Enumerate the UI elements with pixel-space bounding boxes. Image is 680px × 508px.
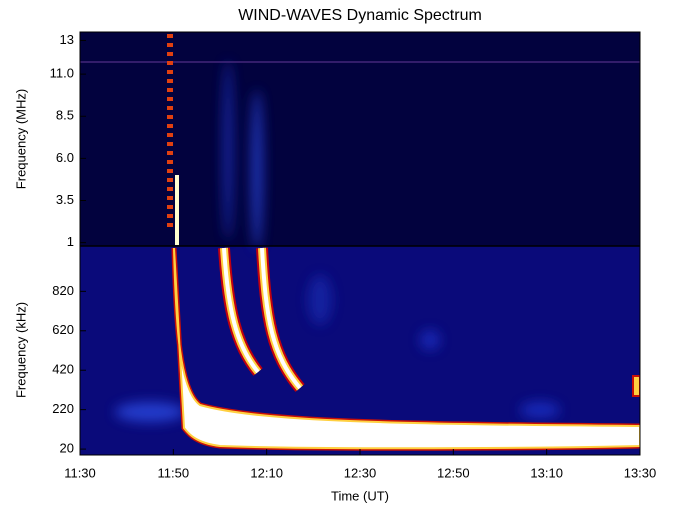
y-axis-label: Frequency (kHz) (13, 302, 28, 398)
y-tick-label: 13 (60, 32, 74, 47)
chart-title: WIND-WAVES Dynamic Spectrum (238, 7, 482, 24)
y-tick-label: 1 (67, 234, 74, 249)
x-tick-label: 12:10 (250, 465, 283, 480)
y-tick-label: 11.0 (50, 66, 74, 81)
y-tick-label: 820 (52, 283, 74, 298)
x-tick-label: 12:30 (344, 465, 377, 480)
x-axis-label: Time (UT) (331, 488, 389, 503)
x-tick-label: 12:50 (437, 465, 470, 480)
y-tick-label: 220 (52, 401, 74, 416)
y-axis-label: Frequency (MHz) (13, 89, 28, 189)
x-tick-label: 11:30 (64, 465, 96, 480)
x-tick-label: 13:30 (624, 465, 657, 480)
x-tick-label: 11:50 (158, 465, 190, 480)
y-tick-label: 6.0 (56, 150, 74, 165)
y-tick-label: 620 (52, 322, 74, 337)
y-tick-label: 3.5 (56, 192, 74, 207)
y-tick-label: 420 (52, 362, 74, 377)
y-tick-label: 20 (60, 441, 74, 456)
spectrum (80, 32, 640, 455)
y-tick-label: 8.5 (56, 108, 74, 123)
x-tick-label: 13:10 (530, 465, 563, 480)
